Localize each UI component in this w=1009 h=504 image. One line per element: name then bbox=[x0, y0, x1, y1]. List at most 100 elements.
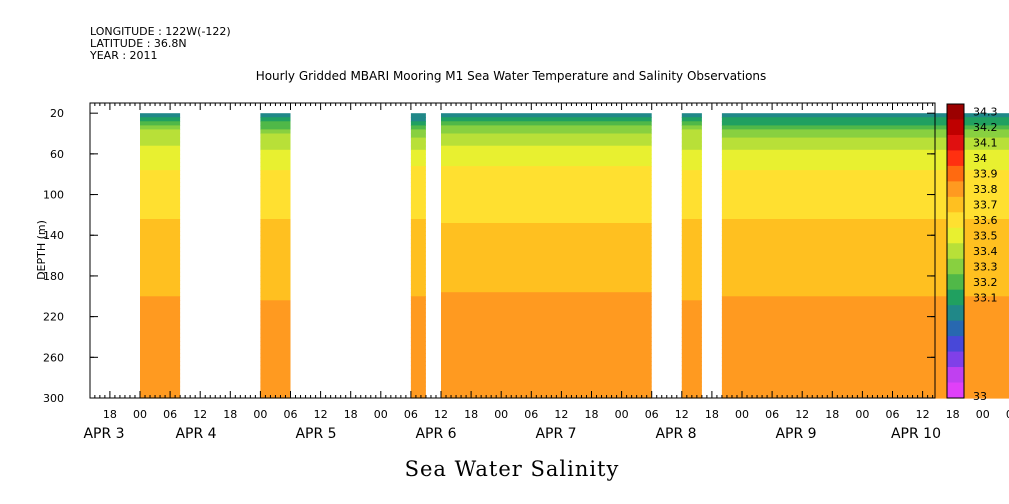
salinity-band bbox=[681, 235, 702, 240]
salinity-band bbox=[681, 166, 702, 171]
salinity-band bbox=[441, 117, 652, 122]
x-date-label: APR 3 bbox=[83, 426, 124, 442]
salinity-band bbox=[721, 275, 1009, 281]
y-tick-label: 20 bbox=[50, 107, 64, 120]
salinity-band bbox=[721, 259, 1009, 265]
colorbar-label: 33.7 bbox=[973, 199, 998, 212]
salinity-band bbox=[260, 251, 291, 257]
salinity-band bbox=[140, 247, 181, 253]
y-tick-label: 260 bbox=[43, 351, 64, 364]
salinity-band bbox=[721, 239, 1009, 244]
colorbar-label: 34.1 bbox=[973, 137, 998, 150]
salinity-band bbox=[140, 271, 181, 277]
salinity-band bbox=[260, 231, 291, 236]
salinity-band bbox=[410, 300, 426, 305]
x-hour-label: 12 bbox=[193, 408, 207, 421]
salinity-band bbox=[681, 275, 702, 281]
salinity-band bbox=[410, 239, 426, 244]
salinity-band bbox=[721, 369, 1009, 375]
salinity-band bbox=[721, 349, 1009, 354]
salinity-band bbox=[681, 117, 702, 122]
salinity-band bbox=[260, 162, 291, 167]
x-date-label: APR 8 bbox=[655, 426, 696, 442]
salinity-band bbox=[260, 113, 291, 118]
x-hour-label: 18 bbox=[585, 408, 599, 421]
salinity-band bbox=[140, 133, 181, 139]
salinity-band bbox=[260, 214, 291, 220]
salinity-band bbox=[140, 259, 181, 265]
salinity-band bbox=[721, 308, 1009, 314]
salinity-band bbox=[681, 308, 702, 314]
salinity-band bbox=[441, 190, 652, 196]
salinity-band bbox=[441, 300, 652, 305]
salinity-band bbox=[140, 194, 181, 200]
x-hour-label: 12 bbox=[554, 408, 568, 421]
salinity-band bbox=[721, 345, 1009, 350]
salinity-band bbox=[721, 304, 1009, 310]
salinity-band bbox=[441, 341, 652, 346]
salinity-band bbox=[681, 113, 702, 118]
salinity-band bbox=[441, 174, 652, 179]
colorbar-swatch bbox=[947, 104, 964, 120]
salinity-band bbox=[721, 373, 1009, 379]
salinity-band bbox=[721, 365, 1009, 371]
x-hour-label: 12 bbox=[434, 408, 448, 421]
salinity-band bbox=[721, 145, 1009, 151]
salinity-band bbox=[441, 324, 652, 330]
salinity-band bbox=[410, 178, 426, 183]
salinity-band bbox=[681, 300, 702, 305]
colorbar-label: 34.2 bbox=[973, 121, 998, 134]
salinity-band bbox=[260, 353, 291, 358]
x-hour-label: 12 bbox=[314, 408, 328, 421]
salinity-band bbox=[260, 149, 291, 155]
salinity-band bbox=[140, 332, 181, 338]
salinity-band bbox=[681, 377, 702, 383]
salinity-band bbox=[441, 178, 652, 183]
salinity-band bbox=[681, 263, 702, 269]
x-hour-label: 12 bbox=[795, 408, 809, 421]
salinity-band bbox=[681, 345, 702, 350]
salinity-band bbox=[140, 337, 181, 342]
colorbar-label: 33.8 bbox=[973, 183, 998, 196]
salinity-band bbox=[721, 166, 1009, 171]
salinity-band bbox=[140, 145, 181, 151]
x-hour-label: 00 bbox=[615, 408, 629, 421]
salinity-band bbox=[410, 280, 426, 285]
salinity-band bbox=[681, 149, 702, 155]
salinity-band bbox=[410, 198, 426, 204]
salinity-band bbox=[260, 308, 291, 314]
colorbar-label: 34 bbox=[973, 152, 987, 165]
salinity-band bbox=[260, 121, 291, 126]
salinity-band bbox=[681, 324, 702, 330]
salinity-band bbox=[260, 296, 291, 301]
salinity-band bbox=[441, 381, 652, 387]
salinity-band bbox=[441, 308, 652, 314]
x-hour-label: 06 bbox=[765, 408, 779, 421]
salinity-band bbox=[441, 259, 652, 265]
salinity-band bbox=[681, 296, 702, 301]
salinity-band bbox=[441, 345, 652, 350]
salinity-band bbox=[140, 231, 181, 236]
salinity-band bbox=[260, 300, 291, 305]
salinity-band bbox=[441, 377, 652, 383]
salinity-band bbox=[681, 255, 702, 261]
salinity-band bbox=[721, 210, 1009, 216]
salinity-band bbox=[721, 389, 1009, 395]
colorbar-swatch bbox=[947, 320, 964, 337]
salinity-band bbox=[410, 349, 426, 354]
salinity-band bbox=[410, 389, 426, 395]
salinity-band bbox=[410, 324, 426, 330]
colorbar-swatch bbox=[947, 289, 964, 306]
salinity-band bbox=[260, 357, 291, 362]
salinity-band bbox=[681, 361, 702, 367]
salinity-band bbox=[441, 194, 652, 200]
salinity-band bbox=[441, 157, 652, 163]
salinity-band bbox=[681, 223, 702, 228]
salinity-band bbox=[681, 251, 702, 257]
salinity-band bbox=[441, 304, 652, 310]
salinity-band bbox=[441, 292, 652, 297]
salinity-band bbox=[260, 235, 291, 240]
salinity-band bbox=[410, 137, 426, 143]
salinity-band bbox=[260, 178, 291, 183]
